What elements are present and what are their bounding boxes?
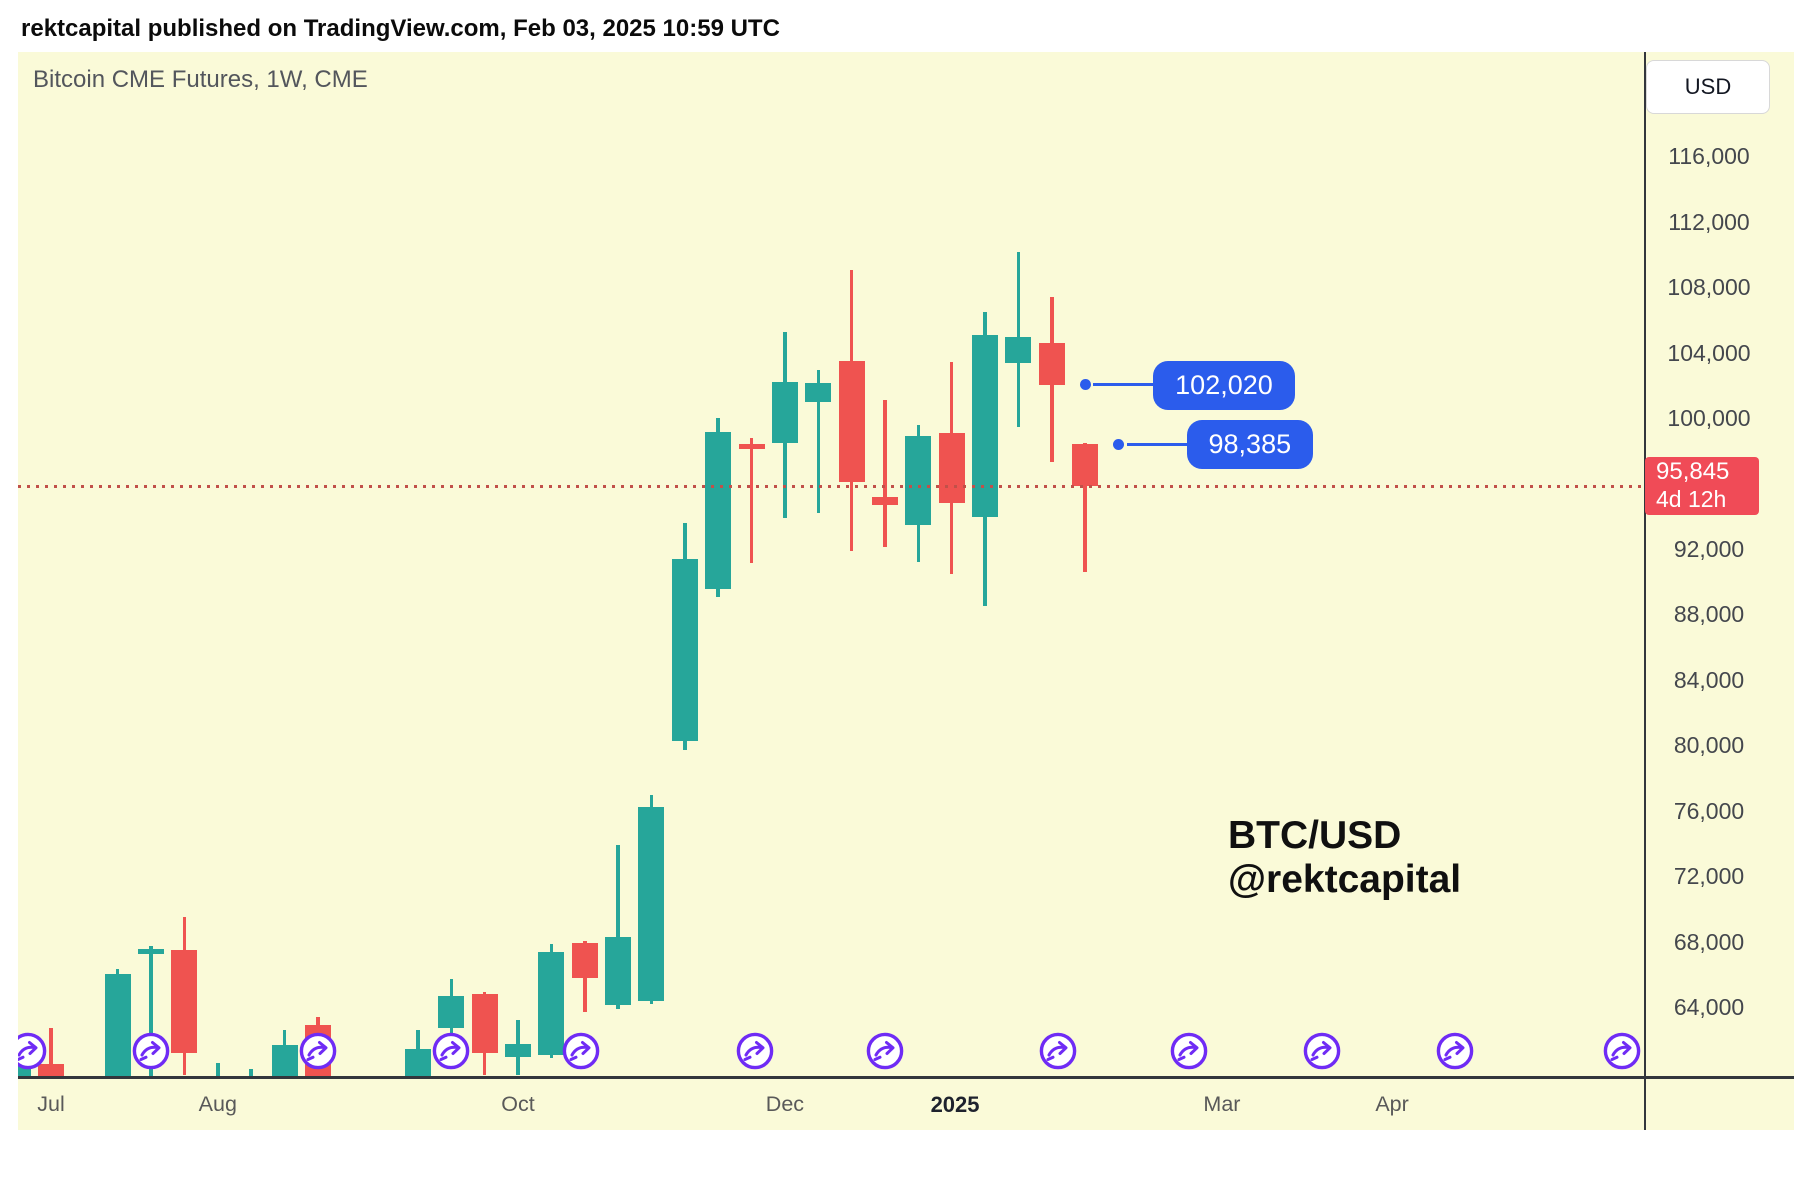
price-tick-label: 92,000 — [1673, 535, 1745, 562]
price-axis-line — [1644, 52, 1646, 1130]
gap-price-dot — [1113, 438, 1125, 450]
candle-body — [505, 1044, 532, 1057]
publication-marker-icon[interactable] — [561, 1031, 601, 1071]
candlestick-plot: 102,020 98,385 — [18, 52, 1644, 1077]
author-watermark: BTC/USD @rektcapital — [1228, 814, 1461, 902]
candle-body — [738, 444, 765, 450]
chart-background — [18, 52, 1794, 1130]
price-tick-label: 68,000 — [1673, 928, 1745, 955]
candle-wick — [616, 845, 620, 1010]
gap-connector-line — [1093, 383, 1154, 387]
candle-wick — [216, 1063, 220, 1077]
candle-body — [1072, 444, 1099, 487]
candle-body — [104, 973, 131, 1077]
symbol-title: Bitcoin CME Futures, 1W, CME — [33, 66, 368, 93]
price-tick-label: 108,000 — [1667, 274, 1751, 300]
candle-body — [671, 558, 698, 741]
price-tick-label: 100,000 — [1667, 405, 1751, 431]
candle-body — [1038, 343, 1065, 385]
publication-marker-icon[interactable] — [1602, 1031, 1642, 1071]
candle-body — [605, 937, 632, 1006]
gap-price-dot — [1079, 379, 1091, 391]
watermark-symbol: BTC/USD — [1228, 814, 1402, 857]
price-tick-label: 88,000 — [1673, 601, 1745, 628]
time-tick-label: Mar — [1203, 1092, 1241, 1116]
publication-marker-icon[interactable] — [18, 1031, 48, 1071]
time-axis-line — [18, 1076, 1794, 1079]
publication-marker-icon[interactable] — [1435, 1031, 1475, 1071]
time-tick-label: Aug — [198, 1092, 237, 1116]
gap-price-label[interactable]: 98,385 — [1186, 420, 1314, 470]
candle-wick — [883, 399, 887, 548]
time-tick-label: Apr — [1375, 1092, 1409, 1116]
watermark-handle: @rektcapital — [1228, 858, 1462, 902]
price-tick-label: 80,000 — [1673, 732, 1745, 759]
candle-body — [938, 433, 965, 503]
price-tick-label: 76,000 — [1673, 797, 1745, 824]
publication-marker-icon[interactable] — [1302, 1031, 1342, 1071]
candle-body — [1005, 336, 1032, 363]
candle-body — [838, 361, 865, 482]
candle-body — [404, 1048, 431, 1077]
time-tick-label: Jul — [37, 1092, 65, 1116]
candle-body — [872, 496, 898, 505]
publication-marker-icon[interactable] — [131, 1031, 171, 1071]
candle-body — [38, 1063, 64, 1077]
price-tick-label: 64,000 — [1673, 994, 1745, 1021]
candle-body — [771, 381, 798, 444]
candle-body — [905, 436, 932, 525]
time-tick-label: Oct — [501, 1092, 535, 1116]
gap-price-label[interactable]: 102,020 — [1153, 360, 1295, 410]
gap-connector-line — [1126, 442, 1187, 446]
candle-wick — [149, 946, 153, 1077]
candle-body — [972, 334, 999, 518]
candle-body — [705, 431, 732, 589]
current-price-line — [18, 484, 1644, 488]
publication-marker-icon[interactable] — [1169, 1031, 1209, 1071]
publication-marker-icon[interactable] — [735, 1031, 775, 1071]
publication-header: rektcapital published on TradingView.com… — [0, 0, 1794, 52]
last-price-tag: 95,845 4d 12h — [1645, 457, 1759, 516]
candle-body — [471, 994, 498, 1053]
publication-marker-icon[interactable] — [1038, 1031, 1078, 1071]
footer-bar: TradingView — [0, 1130, 1794, 1202]
candle-body — [571, 942, 598, 978]
publication-marker-icon[interactable] — [298, 1031, 338, 1071]
candle-wick — [816, 370, 821, 513]
currency-toggle-button[interactable]: USD — [1646, 60, 1770, 114]
price-tick-label: 112,000 — [1668, 208, 1750, 235]
bar-countdown: 4d 12h — [1656, 486, 1727, 513]
candle-body — [138, 948, 165, 955]
candle-body — [538, 951, 565, 1055]
candle-body — [805, 382, 832, 402]
candle-body — [638, 807, 665, 1001]
price-tick-label: 84,000 — [1673, 666, 1745, 693]
publication-marker-icon[interactable] — [431, 1031, 471, 1071]
time-tick-label: Dec — [765, 1092, 805, 1116]
candle-body — [271, 1045, 298, 1077]
candle-body — [171, 950, 198, 1054]
publication-marker-icon[interactable] — [865, 1031, 905, 1071]
candle-wick — [49, 1027, 53, 1077]
candle-wick — [249, 1069, 253, 1077]
price-tick-label: 104,000 — [1667, 339, 1751, 366]
price-tick-label: 116,000 — [1668, 143, 1750, 169]
publication-attribution: rektcapital published on TradingView.com… — [21, 15, 780, 42]
candle-wick — [1083, 442, 1087, 572]
last-price-value: 95,845 — [1656, 458, 1730, 486]
candle-body — [438, 996, 465, 1028]
time-tick-label: 2025 — [930, 1092, 980, 1117]
left-margin-mask — [0, 52, 18, 1130]
price-tick-label: 72,000 — [1673, 863, 1745, 890]
candle-wick — [749, 437, 754, 563]
